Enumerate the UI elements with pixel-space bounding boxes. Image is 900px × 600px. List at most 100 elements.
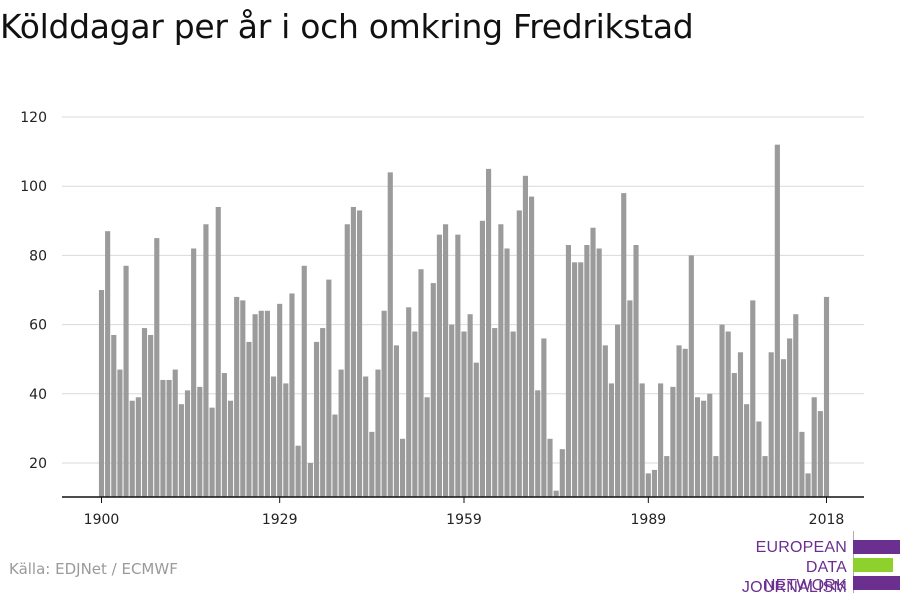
bar xyxy=(443,224,449,497)
bar xyxy=(332,414,338,497)
bar xyxy=(541,338,547,497)
bar xyxy=(811,397,817,497)
bar xyxy=(191,248,197,497)
x-tick-label: 1959 xyxy=(446,512,482,528)
bar xyxy=(602,345,608,497)
bar xyxy=(799,431,805,497)
logo-bar-purple-top xyxy=(853,540,900,554)
y-tick-label: 40 xyxy=(29,387,47,403)
bar xyxy=(639,383,645,497)
bar xyxy=(529,196,535,497)
x-tick-label: 1900 xyxy=(84,512,120,528)
bar xyxy=(344,224,350,497)
bar xyxy=(393,345,399,497)
bar xyxy=(596,248,602,497)
edjnet-logo[interactable]: EUROPEAN DATA JOURNALISM NETWORK xyxy=(708,531,900,596)
bar xyxy=(823,296,830,497)
bar xyxy=(565,245,572,497)
bar xyxy=(350,206,356,497)
bar xyxy=(731,373,737,497)
bar xyxy=(780,359,787,497)
logo-bar-green xyxy=(853,558,893,572)
bar xyxy=(135,397,141,497)
bar xyxy=(694,397,701,497)
bar xyxy=(473,362,479,497)
bar xyxy=(123,265,129,497)
bar xyxy=(412,331,418,497)
bar xyxy=(572,262,578,497)
bar xyxy=(264,310,270,497)
bar xyxy=(424,397,430,497)
bar xyxy=(774,144,780,497)
bar xyxy=(547,438,553,497)
bar xyxy=(117,369,123,497)
bar xyxy=(787,338,793,497)
bar xyxy=(793,314,799,497)
y-tick-label: 80 xyxy=(29,248,47,264)
chart-title: Kölddagar per år i och omkring Fredrikst… xyxy=(0,7,694,46)
bar xyxy=(258,310,264,497)
bar xyxy=(197,386,203,497)
bar xyxy=(676,345,682,497)
bar xyxy=(744,404,750,497)
bar xyxy=(313,341,320,497)
bar xyxy=(651,469,658,497)
bar xyxy=(381,310,387,497)
x-tick-label: 1929 xyxy=(262,512,298,528)
x-tick-label: 2018 xyxy=(809,512,845,528)
bar xyxy=(449,324,455,497)
bar xyxy=(535,390,541,497)
logo-line-2: DATA JOURNALISM xyxy=(741,559,847,596)
bar xyxy=(240,300,246,497)
x-axis-ticks: 1900 1929 1959 1989 2018 xyxy=(84,497,845,528)
bar xyxy=(688,255,694,497)
y-tick-label: 100 xyxy=(20,179,47,195)
bar xyxy=(725,331,731,497)
bar xyxy=(430,283,436,497)
bar xyxy=(578,262,584,497)
bar xyxy=(369,431,375,497)
bar xyxy=(553,490,559,497)
bar xyxy=(608,383,615,497)
bar xyxy=(461,331,467,497)
bar xyxy=(209,407,215,497)
bar xyxy=(172,369,178,497)
bar xyxy=(166,379,172,497)
bar xyxy=(615,324,621,497)
bar xyxy=(664,456,670,497)
bar xyxy=(295,445,301,497)
bar xyxy=(399,438,406,497)
bar xyxy=(375,369,381,497)
bar xyxy=(252,314,258,497)
bar xyxy=(682,348,688,497)
y-tick-label: 120 xyxy=(20,110,47,126)
bars xyxy=(98,144,830,498)
bar xyxy=(627,300,633,497)
bar xyxy=(387,172,393,498)
bar xyxy=(246,341,252,497)
bar xyxy=(492,328,498,497)
bar xyxy=(338,369,344,497)
bar xyxy=(203,224,209,497)
bar xyxy=(621,193,627,497)
logo-bar-purple-bottom xyxy=(853,576,900,590)
bar xyxy=(559,449,565,497)
bar xyxy=(633,245,639,497)
bar xyxy=(455,234,461,497)
bar xyxy=(701,400,707,497)
bar xyxy=(234,296,240,497)
bar xyxy=(584,245,590,497)
bar xyxy=(221,373,227,497)
bar xyxy=(498,224,504,497)
bar xyxy=(418,269,424,497)
bar xyxy=(670,386,676,497)
bar xyxy=(467,314,473,497)
bar xyxy=(713,456,719,497)
bar xyxy=(479,220,485,498)
bar xyxy=(645,473,651,497)
bar xyxy=(270,376,277,497)
bar xyxy=(756,421,762,497)
bar xyxy=(227,400,234,497)
bar xyxy=(363,376,369,497)
